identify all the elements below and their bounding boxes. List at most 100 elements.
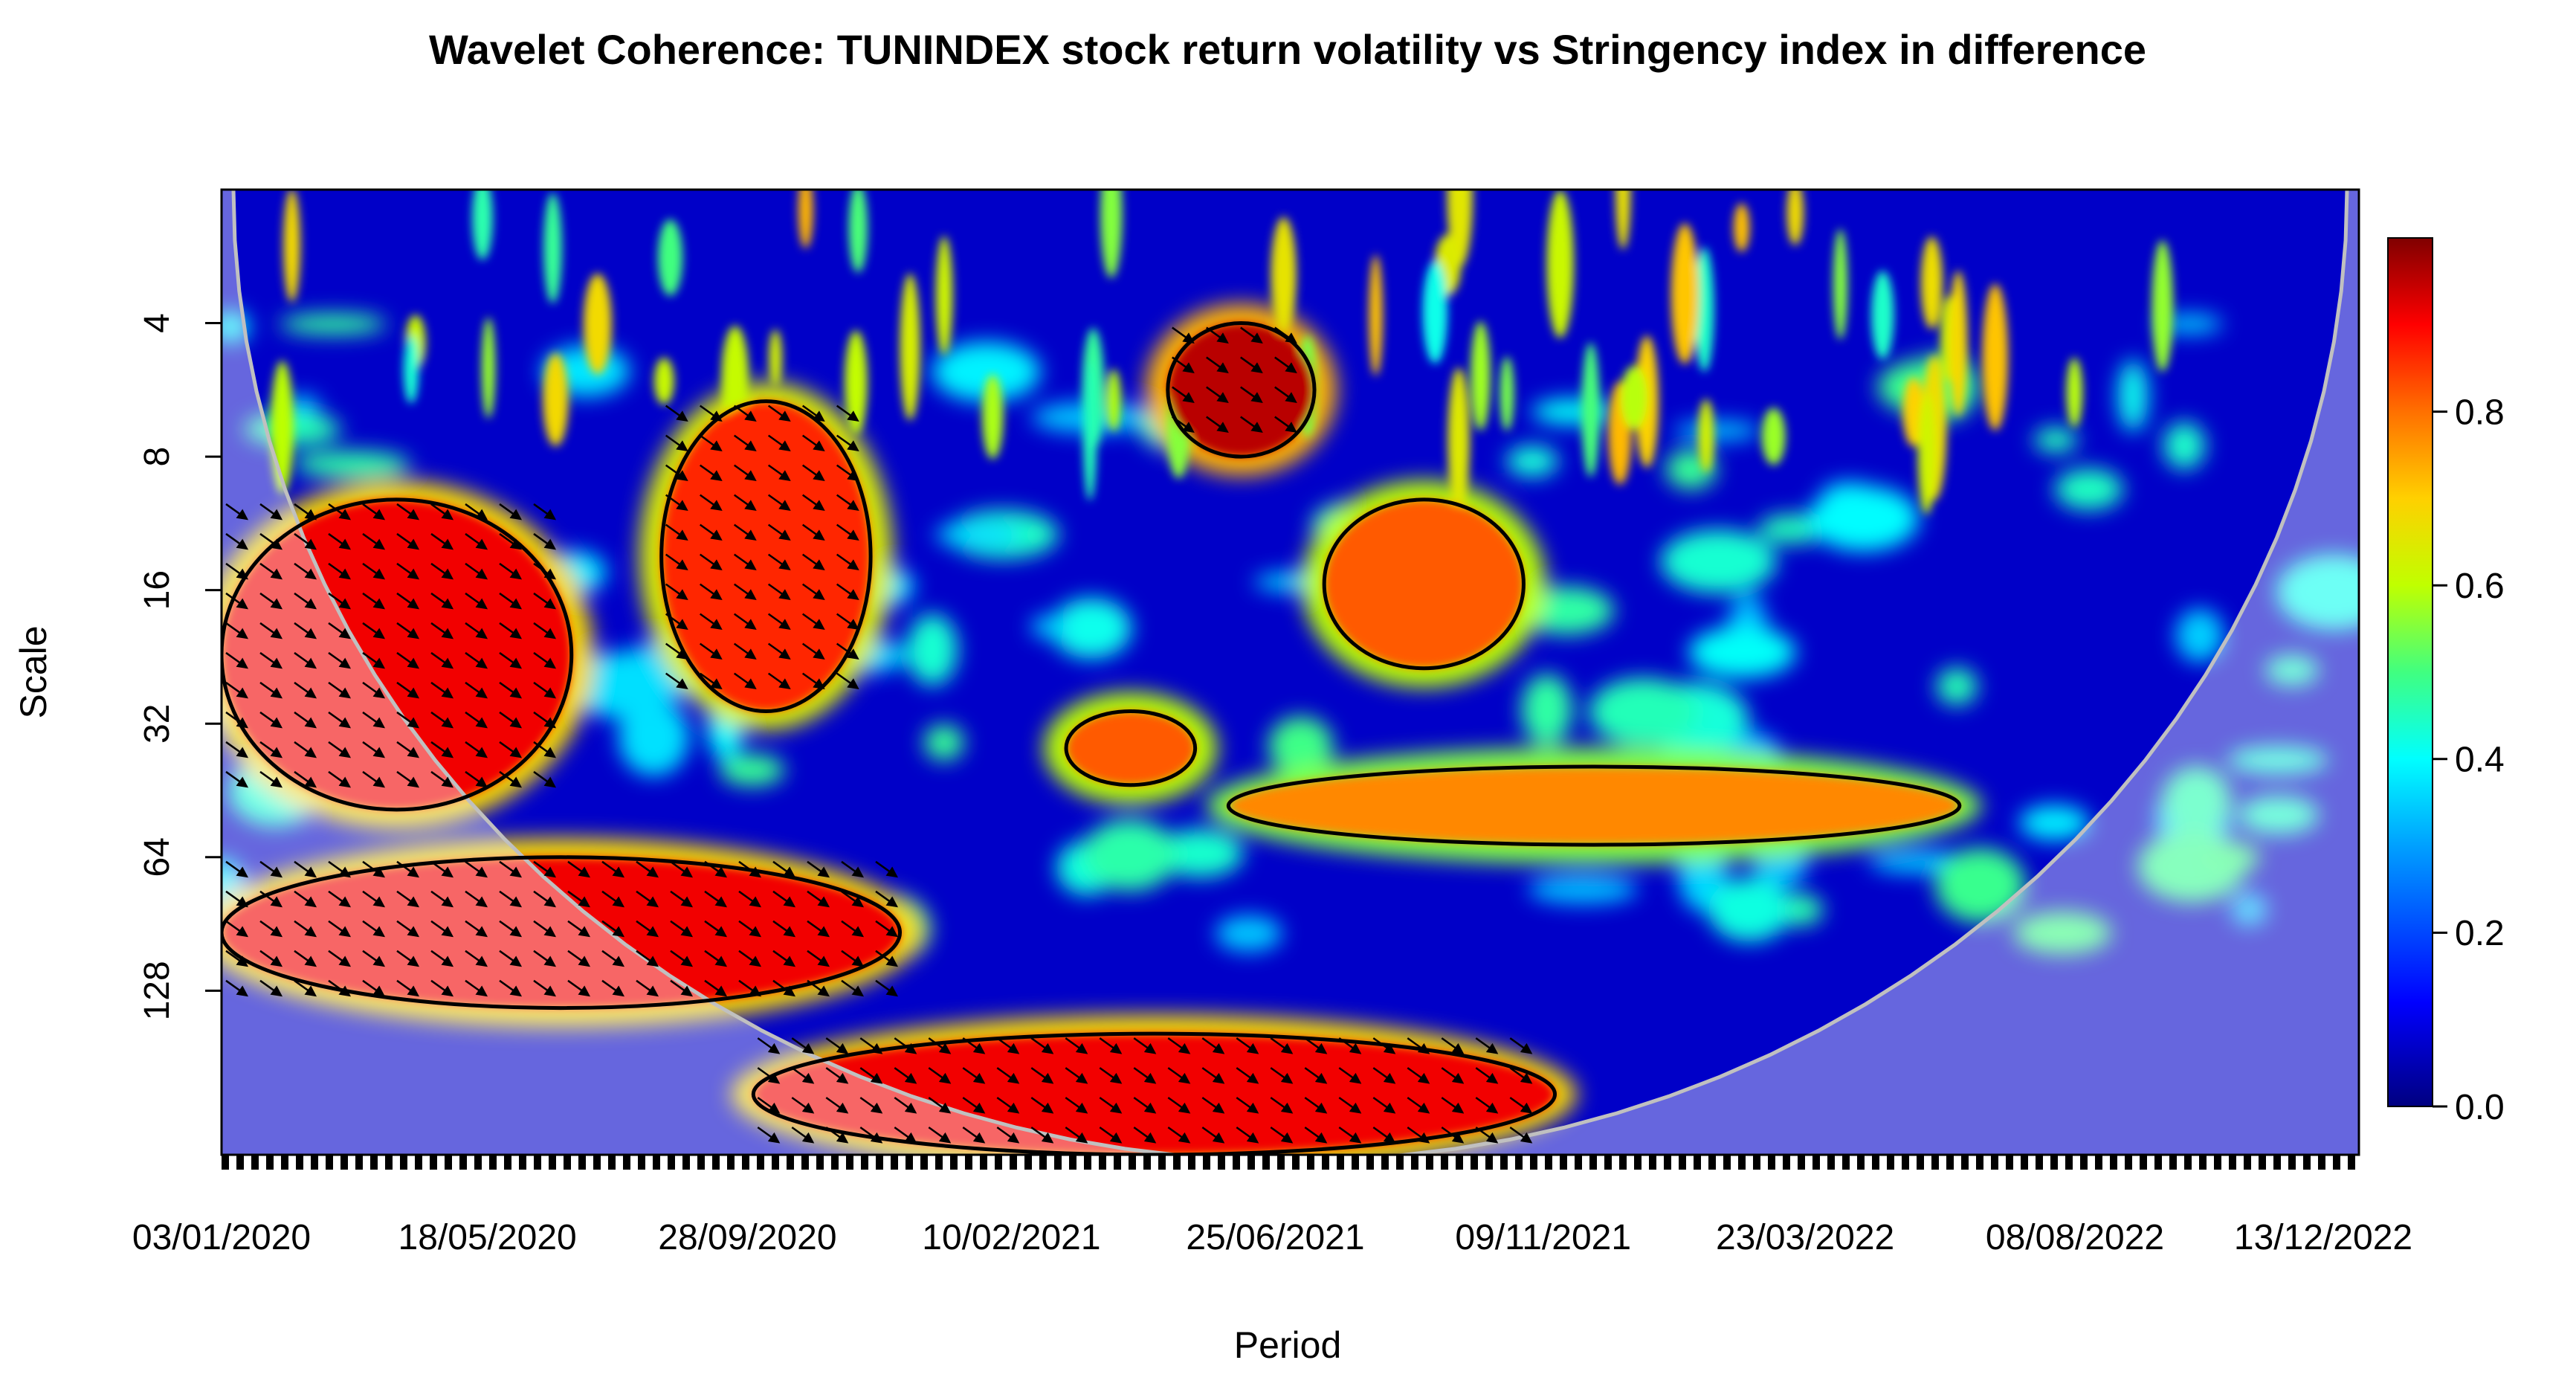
- heatmap-streak: [1546, 190, 1574, 338]
- phase-arrow: [328, 532, 352, 550]
- phase-arrow: [1201, 1097, 1225, 1114]
- phase-arrow: [1274, 326, 1297, 344]
- x-tick-label: 10/02/2021: [922, 1218, 1100, 1257]
- heatmap-cell: [2013, 911, 2112, 955]
- significance-contour: [659, 399, 873, 714]
- phase-arrow: [699, 464, 723, 482]
- phase-arrow: [328, 651, 352, 669]
- phase-arrow: [699, 613, 723, 631]
- phase-arrow: [1172, 386, 1195, 404]
- phase-arrow: [328, 681, 352, 699]
- phase-arrow: [791, 1127, 815, 1144]
- phase-arrow: [533, 562, 557, 580]
- phase-arrow: [465, 622, 488, 639]
- phase-arrow: [1475, 1067, 1499, 1084]
- heatmap-streak: [1694, 247, 1714, 373]
- heatmap-cell: [1528, 874, 1639, 904]
- heatmap-cell: [719, 754, 785, 786]
- phase-arrow: [396, 890, 420, 908]
- phase-arrow: [1240, 356, 1263, 374]
- phase-arrow: [772, 920, 796, 938]
- phase-arrow: [699, 494, 723, 512]
- phase-arrow: [836, 583, 859, 601]
- phase-arrow: [499, 741, 523, 758]
- heatmap-cell: [2117, 359, 2149, 432]
- x-tick-label: 13/12/2022: [2234, 1218, 2412, 1257]
- phase-arrow: [859, 1037, 883, 1054]
- heatmap-cell: [1674, 421, 1760, 440]
- phase-arrow: [767, 434, 791, 452]
- x-axis: 03/01/2020 18/05/2020 28/09/2020 10/02/2021…: [132, 1155, 2412, 1257]
- heatmap-streak: [1471, 320, 1491, 431]
- phase-arrow: [704, 979, 728, 997]
- heatmap-cell: [1216, 915, 1282, 953]
- phase-arrow: [259, 979, 283, 997]
- phase-arrow: [259, 860, 283, 878]
- heatmap-cell: [907, 613, 958, 686]
- phase-arrow: [801, 434, 825, 452]
- phase-arrow: [225, 950, 249, 967]
- phase-arrow: [225, 503, 249, 521]
- phase-arrow: [1407, 1127, 1430, 1144]
- phase-arrow: [362, 622, 386, 639]
- phase-arrow: [1475, 1037, 1499, 1054]
- phase-arrow: [430, 741, 454, 758]
- phase-arrow: [1270, 1097, 1294, 1114]
- phase-arrow: [1133, 1067, 1157, 1084]
- phase-arrow: [567, 920, 591, 938]
- phase-arrow: [836, 642, 859, 660]
- phase-arrow: [670, 950, 694, 967]
- phase-arrow: [738, 950, 762, 967]
- phase-arrow: [801, 672, 825, 690]
- phase-arrow: [1441, 1097, 1465, 1114]
- heatmap-streak: [1500, 356, 1514, 431]
- phase-arrow: [699, 523, 723, 541]
- colorbar-tick-label: 0.8: [2455, 393, 2505, 432]
- phase-arrow: [894, 1127, 917, 1144]
- phase-arrow: [396, 681, 420, 699]
- phase-arrow: [430, 503, 454, 521]
- heatmap-streak: [1105, 369, 1122, 432]
- significance-contours: [222, 321, 1962, 1155]
- colorbar: 0.0 0.2 0.4 0.6 0.8: [2387, 237, 2505, 1127]
- phase-arrow: [1065, 1127, 1088, 1144]
- phase-arrow: [567, 890, 591, 908]
- heatmap-streak: [283, 190, 300, 303]
- phase-arrow: [294, 622, 317, 639]
- heatmap-cell: [923, 724, 964, 761]
- phase-arrow: [328, 741, 352, 758]
- heatmap-streak: [935, 236, 953, 355]
- phase-arrow: [294, 860, 317, 878]
- heatmap-streak: [1786, 190, 1804, 245]
- phase-arrow: [499, 950, 523, 967]
- phase-arrow: [996, 1127, 1020, 1144]
- phase-arrow: [699, 405, 723, 422]
- phase-arrow: [499, 503, 523, 521]
- phase-arrow: [665, 672, 688, 690]
- heatmap-cell: [279, 314, 387, 335]
- heatmap-streak: [1082, 361, 1097, 501]
- x-tick-label: 23/03/2022: [1716, 1218, 1894, 1257]
- phase-arrow: [665, 405, 688, 422]
- phase-arrow: [430, 770, 454, 788]
- phase-arrow: [962, 1097, 986, 1114]
- phase-arrow: [1372, 1097, 1396, 1114]
- phase-arrow: [533, 711, 557, 729]
- phase-arrow: [225, 741, 249, 758]
- significance-contour: [222, 497, 574, 812]
- phase-arrow: [665, 464, 688, 482]
- phase-arrow: [1030, 1067, 1054, 1084]
- phase-arrow: [841, 920, 865, 938]
- phase-arrow: [807, 979, 830, 997]
- phase-arrow: [533, 860, 557, 878]
- phase-arrow: [801, 523, 825, 541]
- phase-arrow: [665, 523, 688, 541]
- phase-arrow: [757, 1097, 781, 1114]
- phase-arrow: [996, 1037, 1020, 1054]
- phase-arrow: [362, 592, 386, 610]
- phase-arrow: [465, 562, 488, 580]
- phase-arrow: [601, 860, 625, 878]
- phase-arrow: [430, 651, 454, 669]
- heatmap-cell: [567, 651, 678, 718]
